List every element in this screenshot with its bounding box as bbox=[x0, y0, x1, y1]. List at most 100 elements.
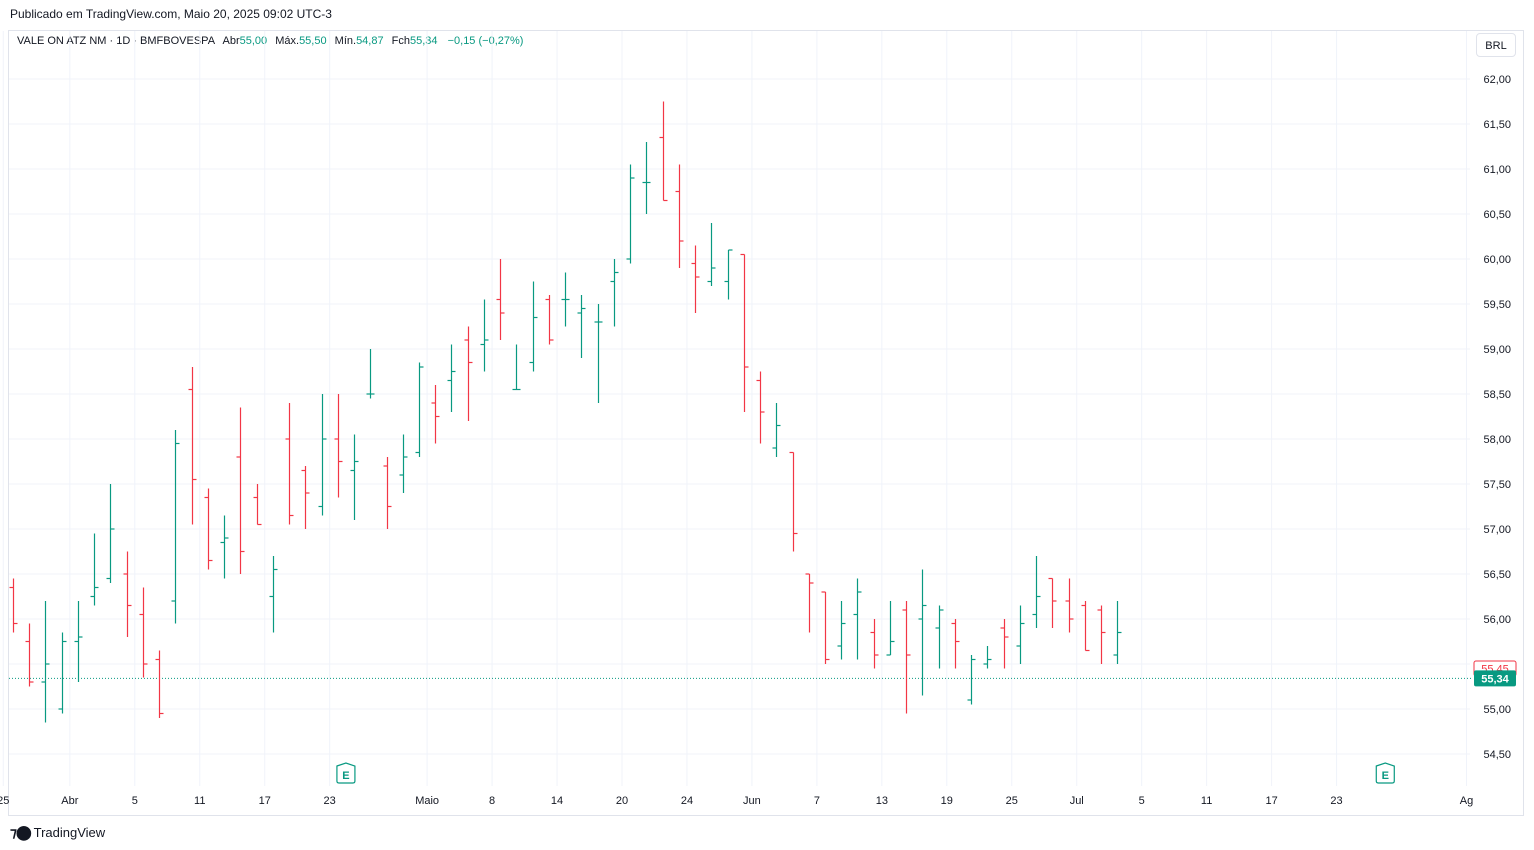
x-tick-label: 8 bbox=[489, 795, 495, 807]
close-value: 55,34 bbox=[410, 35, 438, 47]
x-tick-label: 5 bbox=[132, 795, 138, 807]
ohlc-bar bbox=[269, 556, 278, 633]
earnings-marker-shape bbox=[336, 762, 356, 784]
ohlc-bar bbox=[155, 650, 164, 718]
x-tick-label: 11 bbox=[194, 795, 205, 807]
ohlc-bar bbox=[220, 515, 229, 579]
x-tick-label: Ag bbox=[1460, 795, 1473, 807]
ohlc-bar bbox=[740, 253, 749, 412]
ohlc-bar bbox=[886, 601, 895, 656]
x-tick-label: 24 bbox=[681, 795, 693, 807]
y-tick-label: 60,00 bbox=[1483, 254, 1511, 266]
y-tick-label: 61,50 bbox=[1483, 119, 1511, 131]
ohlc-bar bbox=[902, 601, 911, 714]
x-tick-label: 17 bbox=[1265, 795, 1277, 807]
y-tick-label: 56,50 bbox=[1483, 569, 1511, 581]
x-tick-label: 11 bbox=[1201, 795, 1212, 807]
ohlc-bar bbox=[512, 344, 521, 391]
ohlc-bar bbox=[1097, 605, 1106, 664]
x-tick-label: 19 bbox=[941, 795, 953, 807]
ohlc-bar bbox=[1081, 601, 1090, 652]
symbol-info: VALE ON ATZ NM · 1D · BMFBOVESPA bbox=[17, 35, 215, 47]
x-tick-label: Abr bbox=[61, 795, 78, 807]
ohlc-bar bbox=[837, 601, 846, 660]
x-tick-label: 25 bbox=[1006, 795, 1018, 807]
ohlc-bar bbox=[480, 299, 489, 372]
ohlc-bar bbox=[805, 573, 814, 633]
ohlc-bar bbox=[691, 245, 700, 313]
low-value: 54,87 bbox=[356, 35, 384, 47]
tradingview-logo[interactable]: ⁊⬤ TradingView bbox=[10, 824, 105, 841]
y-tick-label: 55,00 bbox=[1483, 704, 1511, 716]
y-tick-label: 57,50 bbox=[1483, 479, 1511, 491]
ohlc-bar bbox=[594, 304, 603, 403]
tradingview-brand: TradingView bbox=[33, 825, 106, 840]
x-tick-label: 25 bbox=[0, 795, 9, 807]
ohlc-bar bbox=[318, 394, 327, 516]
earnings-marker: E bbox=[336, 762, 356, 784]
ohlc-bar bbox=[41, 601, 50, 723]
low-label: Mín. bbox=[334, 35, 357, 47]
ohlc-bar bbox=[285, 403, 294, 525]
y-tick-label: 58,50 bbox=[1483, 389, 1511, 401]
ohlc-bar bbox=[74, 601, 83, 682]
open-value: 55,00 bbox=[239, 35, 268, 47]
ohlc-bar bbox=[139, 587, 148, 678]
published-caption: Publicado em TradingView.com, Maio 20, 2… bbox=[10, 7, 332, 21]
chart-grid bbox=[2, 31, 1472, 786]
ohlc-bar bbox=[983, 646, 992, 669]
y-tick-label: 60,50 bbox=[1483, 209, 1511, 221]
x-tick-label: 13 bbox=[876, 795, 888, 807]
ohlc-bar bbox=[1032, 556, 1041, 628]
x-tick-label: Jul bbox=[1070, 795, 1084, 807]
ohlc-bar bbox=[1048, 577, 1057, 628]
ohlc-bar bbox=[724, 249, 733, 300]
ohlc-bar bbox=[204, 488, 213, 570]
x-tick-label: 23 bbox=[324, 795, 336, 807]
x-tick-label: 20 bbox=[616, 795, 628, 807]
ohlc-bar bbox=[772, 403, 781, 457]
last-price-tag-label: 55,34 bbox=[1481, 673, 1509, 685]
ohlc-bar bbox=[756, 371, 765, 444]
ohlc-bar bbox=[951, 619, 960, 669]
ohlc-bar bbox=[123, 551, 132, 637]
ohlc-bar bbox=[334, 394, 343, 498]
ohlc-bar bbox=[431, 385, 440, 444]
ohlc-bar bbox=[918, 569, 927, 696]
ohlc-bars bbox=[9, 101, 1122, 723]
ohlc-bar bbox=[626, 164, 635, 264]
y-tick-label: 59,50 bbox=[1483, 299, 1511, 311]
earnings-marker: E bbox=[1375, 762, 1395, 784]
ohlc-bar bbox=[561, 272, 570, 327]
x-tick-label: 23 bbox=[1330, 795, 1342, 807]
ohlc-bar bbox=[545, 295, 554, 345]
ohlc-bar bbox=[1065, 578, 1074, 633]
tradingview-logo-icon: ⁊⬤ bbox=[10, 824, 32, 840]
symbol-legend: VALE ON ATZ NM · 1D · BMFBOVESPA Abr55,0… bbox=[17, 35, 523, 47]
ohlc-bar bbox=[90, 533, 99, 606]
last-price-tag-box bbox=[1474, 670, 1516, 687]
ohlc-bar bbox=[577, 295, 586, 358]
x-tick-label: Maio bbox=[415, 795, 439, 807]
ohlc-bar bbox=[870, 619, 879, 669]
currency-button[interactable]: BRL bbox=[1476, 33, 1516, 57]
ohlc-bar bbox=[967, 655, 976, 705]
ohlc-bar bbox=[659, 101, 668, 202]
ohlc-bar bbox=[853, 578, 862, 660]
ohlc-bar bbox=[9, 578, 18, 633]
y-tick-label: 59,00 bbox=[1483, 344, 1511, 356]
time-axis: 25 Abr 5 11 17 23 Maio 8 14 20 24 Jun 7 13 19 25 Jul 5 11 1… bbox=[0, 795, 1473, 807]
ohlc-bar bbox=[350, 434, 359, 520]
ohlc-bar bbox=[301, 466, 310, 529]
y-tick-label: 54,50 bbox=[1483, 749, 1511, 761]
ohlc-bar bbox=[1000, 619, 1009, 669]
ohlc-bar bbox=[1113, 601, 1122, 664]
ohlc-bar bbox=[707, 223, 716, 286]
price-axis: 54,5055,0055,5056,0056,5057,0057,5058,00… bbox=[1483, 74, 1511, 761]
ohlc-bar bbox=[236, 407, 245, 574]
earnings-marker-shape bbox=[1375, 762, 1395, 784]
last-price-tag: 55,34 bbox=[1474, 670, 1516, 687]
